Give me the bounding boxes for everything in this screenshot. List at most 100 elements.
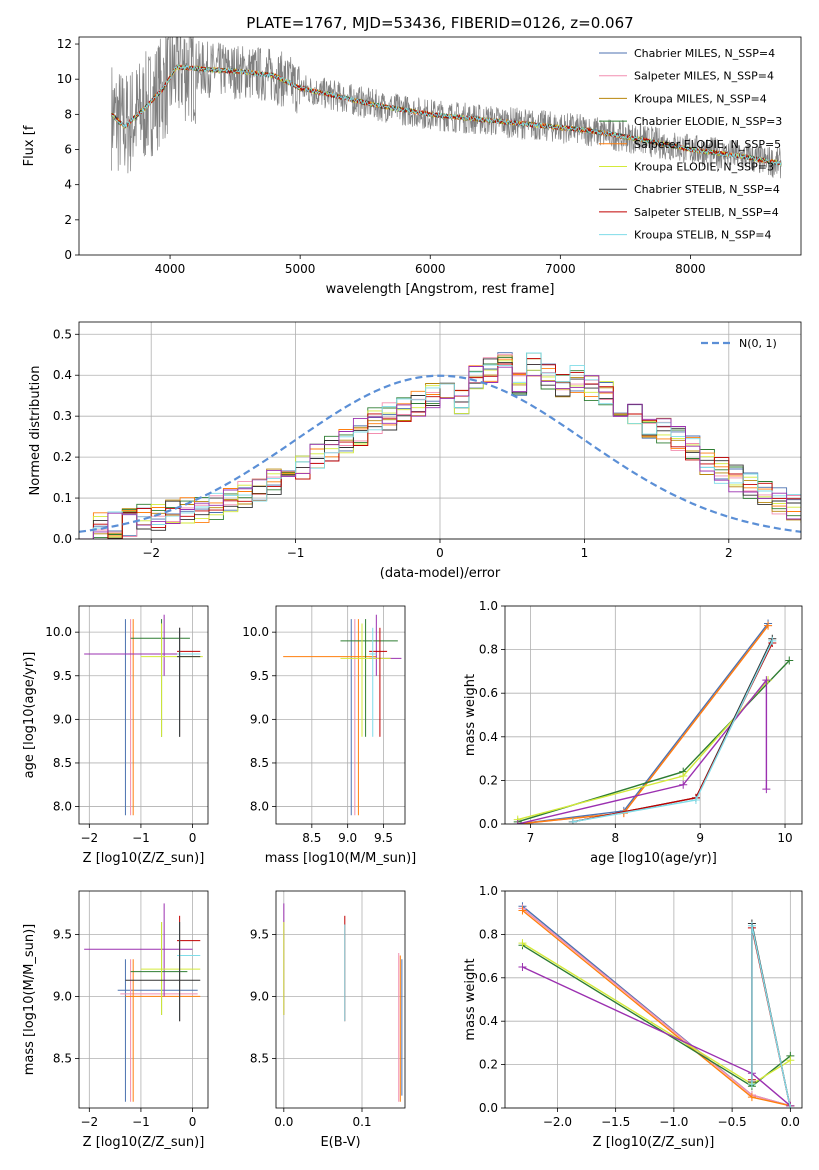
y-tick-label: 9.5 [250,927,269,941]
y-tick-label: 9.0 [53,989,72,1003]
y-tick-label: 8.0 [250,800,269,814]
chart-spectrum: 4000 5000 6000 7000 8000 0 2 4 6 8 10 12 Chabrier MI… [22,36,802,297]
y-tick-label: 9.0 [250,989,269,1003]
x-tick-label: 0.0 [274,1115,293,1129]
series-line [572,638,773,823]
y-tick-label: 4 [64,178,72,192]
x-axis-label: Z [log10(Z/Z_sun)] [593,1135,715,1150]
normal-curve-line [79,374,801,533]
data-point-marker [568,817,577,824]
y-tick-label: 0.4 [479,730,498,744]
legend-label: Chabrier ELODIE, N_SSP=3 [634,115,782,128]
x-tick-label: −1 [287,546,305,560]
y-axis-label: Normed distribution [28,366,43,496]
y-axis-label: mass weight [463,674,478,756]
data-point-marker [747,1093,756,1102]
x-axis-label: wavelength [Angstrom, rest frame] [326,282,555,297]
y-tick-label: 0.8 [479,927,498,941]
data-point-marker [518,939,527,948]
plot-area [84,903,201,1102]
y-tick-label: 0.8 [479,643,498,657]
series-line [517,660,790,823]
series-line [522,942,791,1085]
x-tick-label: 8000 [675,262,706,276]
histogram-step-line [79,352,801,539]
legend-label: Chabrier MILES, N_SSP=4 [634,47,775,60]
x-tick-label: −2.0 [543,1115,572,1129]
legend-label: Chabrier STELIB, N_SSP=4 [634,183,780,196]
plot-area [84,614,203,816]
x-tick-label: −1.0 [659,1115,688,1129]
y-tick-label: 0.2 [479,773,498,787]
data-point-marker [768,636,777,645]
x-tick-label: 9.5 [374,831,393,845]
y-tick-label: 8 [64,107,72,121]
x-tick-label: −1.5 [601,1115,630,1129]
x-tick-label: −2 [142,546,160,560]
data-point-marker [518,962,527,971]
y-tick-label: 9.5 [53,927,72,941]
y-tick-label: 9.0 [250,712,269,726]
y-tick-label: 0.4 [479,1014,498,1028]
x-axis-label: (data-model)/error [380,566,501,581]
plot-area [111,37,782,179]
y-axis-label: mass [log10(M/M_sun)] [22,924,37,1076]
chart-residuals: −2 −1 0 1 2 0.0 0.1 0.2 0.3 0.4 0.5 N(0, 1) (data-mo… [28,321,802,581]
legend-label: Kroupa STELIB, N_SSP=4 [634,229,772,242]
x-axis-label: Z [log10(Z/Z_sun)] [83,851,205,866]
x-tick-label: 8.5 [302,831,321,845]
data-point-marker [762,676,771,685]
legend-label: Salpeter STELIB, N_SSP=4 [634,206,779,219]
y-tick-label: 0.6 [479,971,498,985]
y-tick-label: 1.0 [479,884,498,898]
x-tick-label: 9.0 [338,831,357,845]
chart-mass-vs-Z: −2 −1 0 8.5 9.0 9.5 Z [log10(Z/Z_sun)] mass [lo… [22,890,209,1150]
x-tick-label: 4000 [155,262,186,276]
data-point-marker [691,796,700,805]
y-axis-label: Flux [f [22,125,37,166]
axes-frame [504,605,803,825]
x-axis-label: Z [log10(Z/Z_sun)] [83,1135,205,1150]
y-tick-label: 0.6 [479,686,498,700]
legend-label: Salpeter ELODIE, N_SSP=5 [634,138,781,151]
chart-weight-vs-Z: −2.0 −1.5 −1.0 −0.5 0.0 0.0 0.2 0.4 0.6 0.8 1.0 Z [… [463,884,803,1150]
histogram-step-line [79,358,801,539]
data-point-marker [679,780,688,789]
legend-label: Salpeter MILES, N_SSP=4 [634,70,774,83]
y-tick-label: 0.0 [479,817,498,831]
model-spectrum-line [111,64,782,167]
observed-spectrum-line [111,37,782,179]
y-tick-label: 8.5 [53,756,72,770]
x-tick-label: 10 [777,831,792,845]
y-tick-label: 6 [64,143,72,157]
plot-area [79,352,801,539]
x-tick-label: −2 [80,831,98,845]
data-point-marker [679,772,688,781]
y-tick-label: 8.5 [53,1051,72,1065]
series-line [572,640,773,823]
axes-frame [78,605,209,825]
y-tick-label: 0.0 [479,1101,498,1115]
y-tick-label: 0.2 [53,450,72,464]
y-tick-label: 10.0 [45,625,72,639]
x-tick-label: −1 [132,831,150,845]
figure-title: PLATE=1767, MJD=53436, FIBERID=0126, z=0… [246,14,633,32]
x-tick-label: 0 [189,1115,197,1129]
histogram-step-line [79,352,801,539]
data-point-marker [747,1080,756,1089]
chart-mass-vs-ebv: 0.0 0.1 8.5 9.0 9.5 E(B-V) [250,890,406,1150]
y-tick-label: 9.5 [53,669,72,683]
series-line [517,679,769,821]
x-tick-label: 2 [725,546,733,560]
y-tick-label: 0.3 [53,409,72,423]
x-tick-label: 8 [611,831,619,845]
x-tick-label: 1 [581,546,589,560]
series-line [517,678,768,824]
plot-area [513,619,794,824]
axes-frame [78,890,209,1109]
y-tick-label: 8.5 [250,756,269,770]
plot-area [283,614,402,816]
y-tick-label: 1.0 [479,599,498,613]
y-tick-label: 0.4 [53,368,72,382]
